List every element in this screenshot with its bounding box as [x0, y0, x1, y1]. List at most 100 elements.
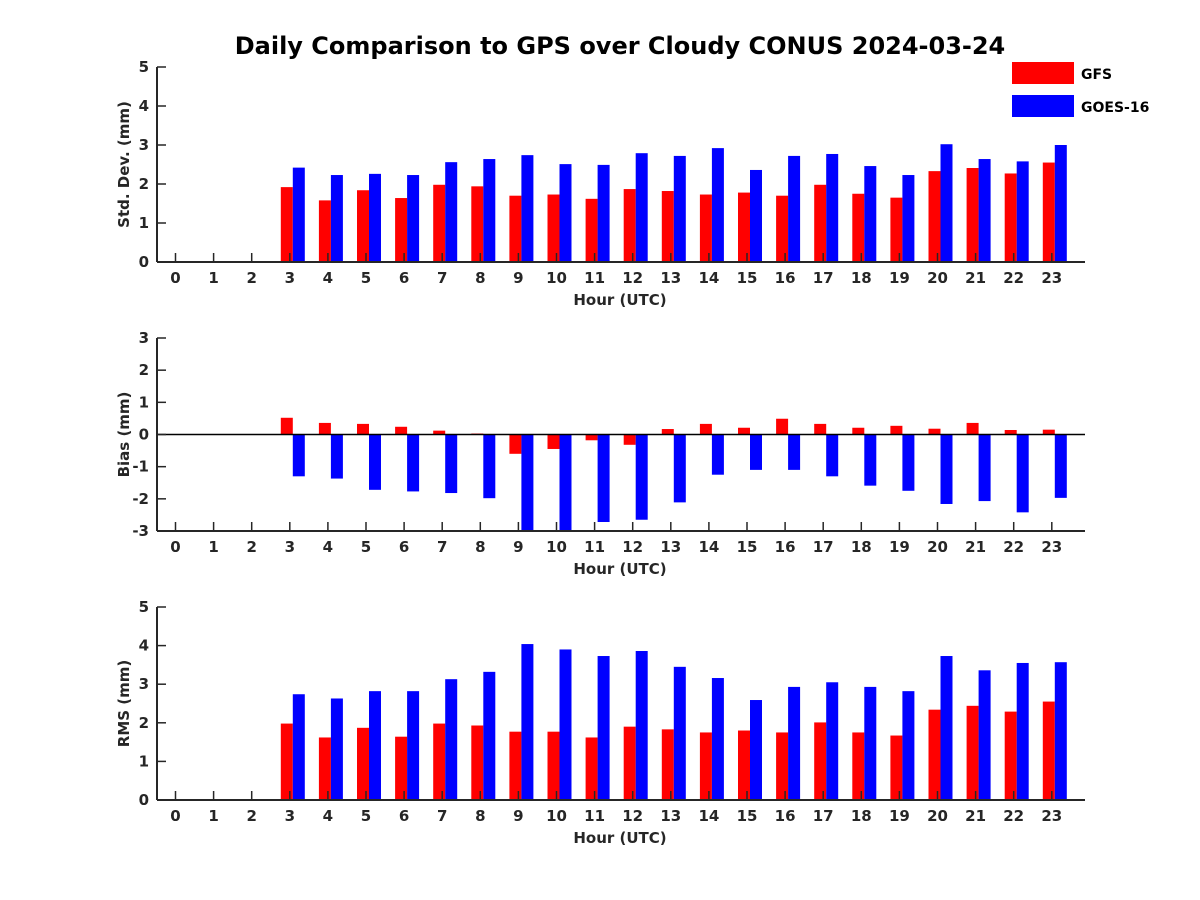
stddev-bar-gfs-13	[661, 191, 674, 262]
bias-bar-goes16-17	[826, 434, 839, 477]
bias-bar-goes16-16	[788, 434, 801, 470]
bias-bar-goes16-13	[673, 434, 686, 503]
stddev-x-tick-label: 16	[775, 269, 796, 287]
bias-x-tick-label: 19	[889, 538, 910, 556]
bias-bar-goes16-22	[1016, 434, 1029, 513]
bias-x-tick-label: 2	[246, 538, 256, 556]
stddev-x-tick-label: 18	[851, 269, 872, 287]
stddev-bar-gfs-11	[585, 198, 598, 262]
stddev-bar-goes16-15	[750, 169, 762, 262]
rms-bar-gfs-8	[471, 725, 484, 800]
stddev-bar-gfs-3	[280, 187, 293, 262]
bias-x-tick-label: 10	[546, 538, 567, 556]
bias-x-tick-label: 1	[208, 538, 218, 556]
stddev-x-tick-label: 22	[1003, 269, 1024, 287]
stddev-bar-gfs-5	[357, 190, 369, 262]
bias-x-tick-label: 5	[361, 538, 371, 556]
stddev-bar-goes16-22	[1016, 161, 1029, 262]
bias-x-tick-label: 13	[660, 538, 681, 556]
bias-bar-gfs-18	[852, 427, 865, 435]
stddev-bar-goes16-12	[635, 153, 648, 262]
stddev-y-tick-label: 0	[139, 253, 149, 271]
stddev-x-axis-label: Hour (UTC)	[573, 291, 666, 309]
bias-bar-goes16-6	[407, 434, 420, 492]
stddev-y-tick-label: 2	[139, 175, 149, 193]
bias-y-axis-label: Bias (mm)	[115, 392, 133, 478]
bias-bar-gfs-5	[357, 423, 369, 435]
rms-x-tick-label: 20	[927, 807, 948, 825]
bias-bar-goes16-20	[940, 434, 953, 504]
rms-bar-goes16-15	[750, 700, 762, 800]
stddev-bar-gfs-9	[509, 195, 522, 262]
stddev-bar-goes16-5	[369, 173, 381, 262]
rms-x-tick-label: 15	[737, 807, 758, 825]
rms-y-tick-label: 5	[139, 598, 149, 616]
rms-y-tick-label: 3	[139, 675, 149, 693]
stddev-x-tick-label: 13	[660, 269, 681, 287]
bias-bar-gfs-17	[814, 423, 827, 435]
rms-bar-goes16-12	[635, 651, 648, 800]
rms-bar-goes16-23	[1054, 662, 1067, 800]
stddev-bar-gfs-7	[433, 184, 446, 262]
stddev-bar-goes16-13	[673, 155, 686, 262]
rms-bar-goes16-10	[559, 649, 572, 800]
bias-x-tick-label: 15	[737, 538, 758, 556]
bias-bar-goes16-5	[369, 434, 381, 490]
rms-bar-gfs-15	[738, 730, 750, 800]
bias-y-tick-label: 3	[139, 329, 149, 347]
rms-x-tick-label: 12	[622, 807, 643, 825]
stddev-bar-goes16-14	[711, 148, 724, 262]
rms-x-tick-label: 6	[399, 807, 409, 825]
bias-bar-gfs-3	[280, 417, 293, 435]
bias-bar-goes16-4	[330, 434, 343, 479]
bias-bar-gfs-11	[585, 434, 598, 441]
bias-bar-goes16-14	[711, 434, 724, 475]
rms-bar-gfs-12	[623, 726, 636, 800]
stddev-bar-gfs-6	[395, 198, 408, 262]
stddev-x-tick-label: 14	[698, 269, 719, 287]
stddev-y-axis-label: Std. Dev. (mm)	[115, 101, 133, 228]
stddev-x-tick-label: 23	[1041, 269, 1062, 287]
stddev-x-tick-label: 1	[208, 269, 218, 287]
bias-x-tick-label: 17	[813, 538, 834, 556]
stddev-bar-gfs-12	[623, 189, 636, 262]
stddev-bar-goes16-17	[826, 153, 839, 262]
stddev-bar-goes16-16	[788, 155, 801, 262]
rms-x-tick-label: 17	[813, 807, 834, 825]
stddev-bar-gfs-16	[776, 195, 789, 262]
rms-bar-goes16-19	[902, 691, 915, 800]
stddev-bar-gfs-14	[699, 194, 712, 262]
stddev-x-tick-label: 5	[361, 269, 371, 287]
rms-bar-gfs-9	[509, 731, 522, 800]
bias-bar-gfs-4	[318, 422, 331, 435]
bias-bar-gfs-7	[433, 430, 446, 435]
stddev-x-tick-label: 19	[889, 269, 910, 287]
rms-bar-goes16-5	[369, 691, 381, 800]
rms-x-tick-label: 7	[437, 807, 447, 825]
stddev-bar-gfs-8	[471, 186, 484, 262]
stddev-bar-gfs-23	[1042, 162, 1055, 262]
bias-bar-goes16-7	[445, 434, 458, 494]
rms-bar-gfs-14	[699, 732, 712, 800]
stddev-x-tick-label: 2	[246, 269, 256, 287]
rms-bar-goes16-21	[978, 670, 991, 800]
stddev-bar-gfs-18	[852, 193, 865, 262]
stddev-x-tick-label: 8	[475, 269, 485, 287]
bias-x-tick-label: 7	[437, 538, 447, 556]
legend-label-gfs: GFS	[1081, 67, 1112, 83]
rms-bar-gfs-23	[1042, 701, 1055, 800]
stddev-bar-goes16-7	[445, 162, 458, 262]
bias-bar-gfs-19	[890, 425, 903, 435]
rms-bar-goes16-3	[292, 694, 305, 800]
bias-x-tick-label: 21	[965, 538, 986, 556]
rms-x-tick-label: 2	[246, 807, 256, 825]
rms-x-axis-label: Hour (UTC)	[573, 829, 666, 847]
rms-bar-gfs-6	[395, 736, 408, 800]
rms-bar-gfs-5	[357, 727, 369, 800]
bias-bar-goes16-12	[635, 434, 648, 520]
bias-bar-gfs-14	[699, 423, 712, 435]
bias-x-tick-label: 4	[323, 538, 333, 556]
bias-y-tick-label: -1	[132, 458, 149, 476]
rms-x-tick-label: 10	[546, 807, 567, 825]
